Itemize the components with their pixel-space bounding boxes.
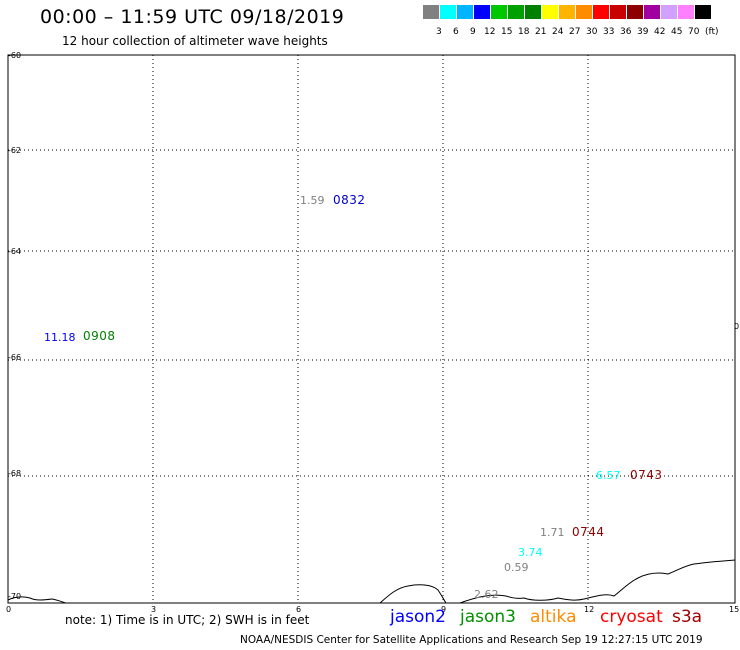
- latitude-label: -60: [8, 51, 22, 60]
- wave-height-value: 6.57: [596, 469, 621, 482]
- page-subtitle: 12 hour collection of altimeter wave hei…: [62, 34, 328, 48]
- wave-height-value: 0.59: [504, 561, 529, 574]
- legend-swatch-1: [440, 5, 456, 19]
- satellite-legend-altika: altika: [530, 607, 577, 627]
- pass-time-label: 0744: [572, 525, 605, 539]
- legend-swatch-12: [627, 5, 643, 19]
- legend-swatch-8: [559, 5, 575, 19]
- pass-time-label: 0743: [630, 468, 663, 482]
- wave-height-value: 1.71: [540, 526, 565, 539]
- legend-swatch-16: [695, 5, 711, 19]
- antarctica-coastline: [7, 559, 736, 604]
- legend-level-label: 15: [501, 27, 513, 37]
- legend-swatch-9: [576, 5, 592, 19]
- satellite-legend-cryosat: cryosat: [600, 607, 663, 627]
- pass-time-label: 0832: [333, 193, 366, 207]
- legend-swatch-10: [593, 5, 609, 19]
- legend-unit-label: (ft): [705, 27, 719, 37]
- wave-height-value: 11.18: [44, 331, 76, 344]
- legend-level-label: 42: [654, 27, 666, 37]
- map-edge-label: 0: [734, 322, 740, 331]
- legend-swatch-4: [491, 5, 507, 19]
- legend-swatch-6: [525, 5, 541, 19]
- longitude-label: 15: [729, 605, 740, 614]
- legend-level-label: 6: [453, 27, 459, 37]
- legend-level-label: 12: [484, 27, 496, 37]
- map-frame: [7, 54, 736, 604]
- legend-swatch-13: [644, 5, 660, 19]
- coastline-west: [7, 596, 67, 604]
- legend-swatch-0: [423, 5, 439, 19]
- units-note: note: 1) Time is in UTC; 2) SWH is in fe…: [65, 613, 310, 627]
- legend-level-label: 36: [620, 27, 632, 37]
- legend-swatch-11: [610, 5, 626, 19]
- legend-level-label: 9: [470, 27, 476, 37]
- latitude-label: -62: [8, 146, 22, 155]
- coastline-east: [459, 559, 736, 604]
- page-title: 00:00 – 11:59 UTC 09/18/2019: [40, 6, 345, 28]
- legend-level-label: 33: [603, 27, 615, 37]
- legend-level-label: 30: [586, 27, 598, 37]
- legend-level-label: 21: [535, 27, 547, 37]
- legend-level-label: 27: [569, 27, 581, 37]
- latitude-grid: [8, 149, 735, 477]
- legend-level-label: 70: [688, 27, 700, 37]
- longitude-label: 6: [296, 605, 302, 614]
- satellite-legend-s3a: s3a: [672, 607, 703, 627]
- pass-time-label: 0908: [83, 329, 116, 343]
- legend-level-label: 45: [671, 27, 683, 37]
- legend-level-label: 39: [637, 27, 649, 37]
- latitude-label: -70: [8, 592, 22, 601]
- wave-height-value: 1.59: [300, 194, 325, 207]
- legend-level-label: 18: [518, 27, 530, 37]
- legend-swatch-14: [661, 5, 677, 19]
- footer-credit: NOAA/NESDIS Center for Satellite Applica…: [240, 634, 703, 646]
- longitude-label: 0: [6, 605, 12, 614]
- latitude-label: -68: [8, 469, 22, 478]
- latitude-label: -66: [8, 353, 22, 362]
- satellite-legend-jason3: jason3: [460, 607, 516, 627]
- longitude-grid: [152, 55, 589, 603]
- longitude-label: 9: [441, 605, 447, 614]
- legend-level-label: 24: [552, 27, 564, 37]
- legend-level-label: 3: [436, 27, 442, 37]
- wave-height-value: 2.62: [474, 588, 499, 601]
- longitude-label: 12: [584, 605, 595, 614]
- legend-swatch-2: [457, 5, 473, 19]
- legend-swatch-5: [508, 5, 524, 19]
- longitude-label: 3: [151, 605, 157, 614]
- satellite-legend-jason2: jason2: [390, 607, 446, 627]
- coastline-central: [379, 584, 447, 604]
- legend-swatch-15: [678, 5, 694, 19]
- latitude-label: -64: [8, 247, 22, 256]
- legend-swatch-7: [542, 5, 558, 19]
- legend-swatch-3: [474, 5, 490, 19]
- wave-height-value: 3.74: [518, 546, 543, 559]
